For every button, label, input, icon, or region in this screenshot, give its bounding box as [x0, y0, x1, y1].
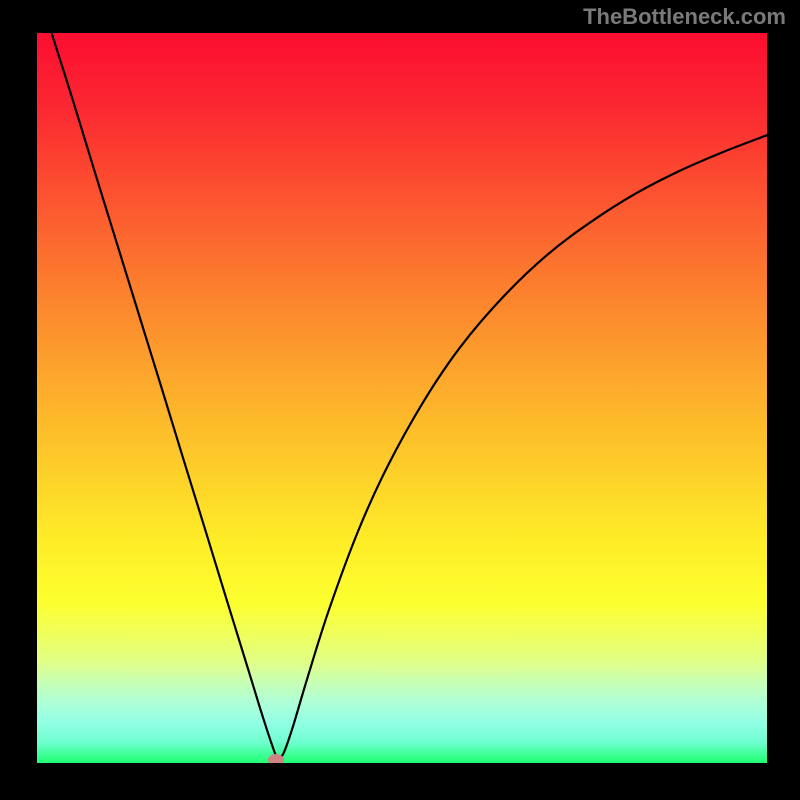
chart-container: TheBottleneck.com — [0, 0, 800, 800]
minimum-marker — [268, 754, 284, 763]
watermark-text: TheBottleneck.com — [583, 4, 786, 30]
plot-area — [37, 33, 767, 763]
bottleneck-curve — [37, 33, 767, 763]
